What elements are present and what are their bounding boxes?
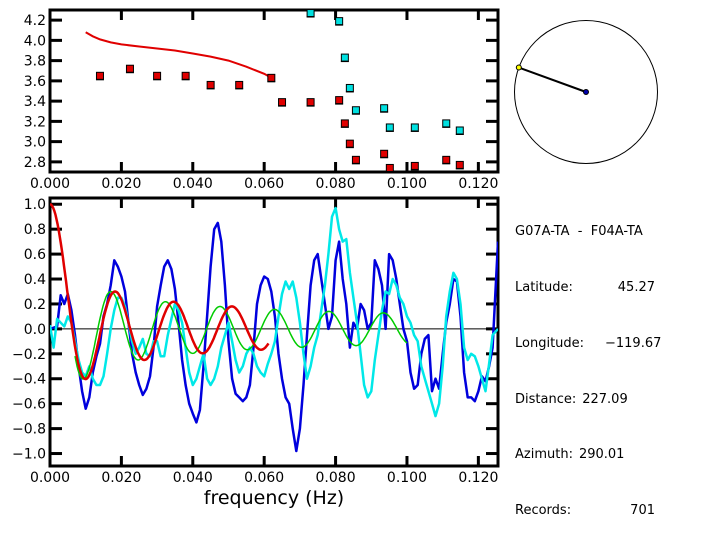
red-data-point xyxy=(278,98,287,107)
cyan-data-point xyxy=(410,123,419,132)
y-tick-label: 3.0 xyxy=(24,135,46,151)
station-pair: G07A-TA - F04A-TA xyxy=(515,224,643,240)
observed-real-line xyxy=(50,221,498,453)
cyan-data-point xyxy=(335,17,344,26)
correlation-plot: 0.000 0.020 0.040 0.060 0.080 0.100 0.120 1.0 0.… xyxy=(12,196,500,486)
model-green-line xyxy=(74,290,408,380)
red-data-point xyxy=(306,98,315,107)
info-row-distance: Distance: 227.09 xyxy=(515,391,643,410)
curves xyxy=(50,203,498,453)
x-tick-label: 0.100 xyxy=(387,176,427,192)
red-data-point xyxy=(442,155,451,164)
x-tick-label: 0.120 xyxy=(458,176,498,192)
azimuth-dial xyxy=(514,20,658,164)
red-data-point xyxy=(385,163,394,172)
info-value: −119.67 xyxy=(605,335,662,351)
x-tick-label: 0.060 xyxy=(244,470,284,486)
dial-circle xyxy=(514,20,658,164)
dispersion-plot: 0.000 0.020 0.040 0.060 0.080 0.100 0.120 2.8 3.… xyxy=(24,8,500,192)
red-data-point xyxy=(125,64,134,73)
info-value: 290.01 xyxy=(578,447,625,463)
y-tick-label: 2.8 xyxy=(24,155,46,171)
y-tick-label: 3.2 xyxy=(24,114,46,130)
red-data-point xyxy=(380,149,389,158)
red-data-point xyxy=(345,139,354,148)
info-row-latitude: Latitude: 45.27 xyxy=(515,279,655,298)
y-tick-label: 3.8 xyxy=(24,54,46,70)
cyan-data-point xyxy=(351,106,360,115)
y-tick-label: 0.6 xyxy=(24,247,46,263)
info-row-azimuth: Azimuth: 290.01 xyxy=(515,446,643,465)
info-value: 45.27 xyxy=(617,279,655,295)
x-tick-label: 0.020 xyxy=(101,470,141,486)
red-data-point xyxy=(267,73,276,82)
x-tick-label: 0.040 xyxy=(173,176,213,192)
plot-frame xyxy=(48,196,500,468)
x-axis-label: frequency (Hz) xyxy=(204,487,344,509)
y-tick-label: 0.0 xyxy=(24,322,46,338)
y-tick-label: −0.8 xyxy=(12,422,46,438)
cyan-data-point xyxy=(306,9,315,18)
info-label: Distance: xyxy=(515,391,577,407)
y-tick-label: 0.4 xyxy=(24,272,46,288)
red-data-point xyxy=(235,80,244,89)
model-red-line xyxy=(50,203,270,381)
y-tick-label: −0.2 xyxy=(12,347,46,363)
x-tick-label: 0.080 xyxy=(316,470,356,486)
info-label: Records: xyxy=(515,503,572,519)
cyan-data-point xyxy=(385,123,394,132)
cyan-data-point xyxy=(345,83,354,92)
y-tick-label: 3.6 xyxy=(24,74,46,90)
x-tick-label: 0.120 xyxy=(458,470,498,486)
info-value: 701 xyxy=(630,503,655,519)
red-data-point xyxy=(455,160,464,169)
info-label: Longitude: xyxy=(515,335,585,351)
x-tick-label: 0.000 xyxy=(30,470,70,486)
dispersion-curve-line xyxy=(85,31,272,79)
cyan-data-point xyxy=(340,53,349,62)
plot-frame xyxy=(48,8,500,174)
red-data-point xyxy=(181,71,190,80)
x-tick-label: 0.040 xyxy=(173,470,213,486)
cyan-data-point xyxy=(380,104,389,113)
info-label: Latitude: xyxy=(515,279,573,295)
y-tick-label: −0.4 xyxy=(12,372,46,388)
red-data-point xyxy=(335,96,344,105)
y-tick-label: −1.0 xyxy=(12,447,46,463)
red-data-point xyxy=(95,71,104,80)
info-row-records: Records: 701 xyxy=(515,502,655,521)
red-data-point xyxy=(340,119,349,128)
x-tick-label: 0.000 xyxy=(30,176,70,192)
info-panel: G07A-TA - F04A-TA Latitude: 45.27 Longitu… xyxy=(515,186,661,539)
y-tick-label: −0.6 xyxy=(12,397,46,413)
red-data-point xyxy=(351,155,360,164)
x-tick-label: 0.020 xyxy=(101,176,141,192)
station-center-dot xyxy=(583,89,589,95)
figure: 0.000 0.020 0.040 0.060 0.080 0.100 0.120 2.8 3.… xyxy=(12,8,658,509)
y-tick-label: 1.0 xyxy=(24,197,46,213)
info-value: 227.09 xyxy=(582,391,628,407)
y-tick-label: 0.8 xyxy=(24,222,46,238)
station-end-dot xyxy=(515,64,522,71)
red-data-point xyxy=(153,71,162,80)
y-tick-label: 3.4 xyxy=(24,94,46,110)
cyan-data-point xyxy=(442,119,451,128)
info-row-longitude: Longitude: −119.67 xyxy=(515,335,661,354)
y-tick-label: 4.0 xyxy=(24,33,46,49)
info-label: Azimuth: xyxy=(515,447,573,463)
cyan-data-point xyxy=(455,126,464,135)
y-tick-label: 0.2 xyxy=(24,297,46,313)
x-tick-label: 0.080 xyxy=(316,176,356,192)
x-tick-label: 0.060 xyxy=(244,176,284,192)
y-tick-label: 4.2 xyxy=(24,13,46,29)
azimuth-line xyxy=(518,66,587,93)
red-data-point xyxy=(206,80,215,89)
red-data-point xyxy=(410,161,419,170)
x-tick-label: 0.100 xyxy=(387,470,427,486)
